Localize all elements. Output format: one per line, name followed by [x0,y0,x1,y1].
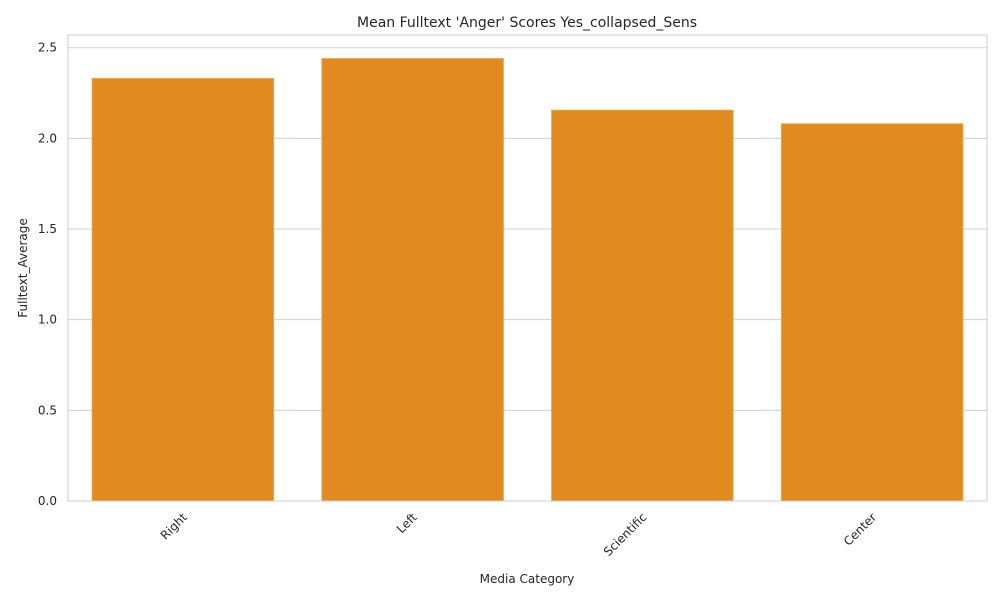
chart-title: Mean Fulltext 'Anger' Scores Yes_collaps… [357,15,697,31]
bar-scientific [551,109,734,502]
y-tick-labels: 0.0 0.5 1.0 1.5 2.0 2.5 [38,41,57,508]
bar-center [780,123,964,502]
x-tick-label: Left [394,510,420,536]
x-axis-label: Media Category [480,572,575,586]
bar-left [321,58,504,502]
x-tick-label: Center [841,510,880,549]
plot-frame [67,34,988,502]
y-tick-label: 2.0 [38,131,57,145]
bars [91,58,964,502]
x-tick-label: Right [158,510,190,542]
x-tick-labels: Right Left Scientific Center [158,510,880,559]
y-tick-label: 0.5 [38,403,57,417]
y-tick-label: 0.0 [38,494,57,508]
x-tick-label: Scientific [601,510,650,559]
bar-right [91,78,275,502]
y-tick-label: 1.5 [38,222,57,236]
y-tick-label: 1.0 [38,313,57,327]
y-axis-label: Fulltext_Average [16,218,30,317]
y-tick-label: 2.5 [38,41,57,55]
